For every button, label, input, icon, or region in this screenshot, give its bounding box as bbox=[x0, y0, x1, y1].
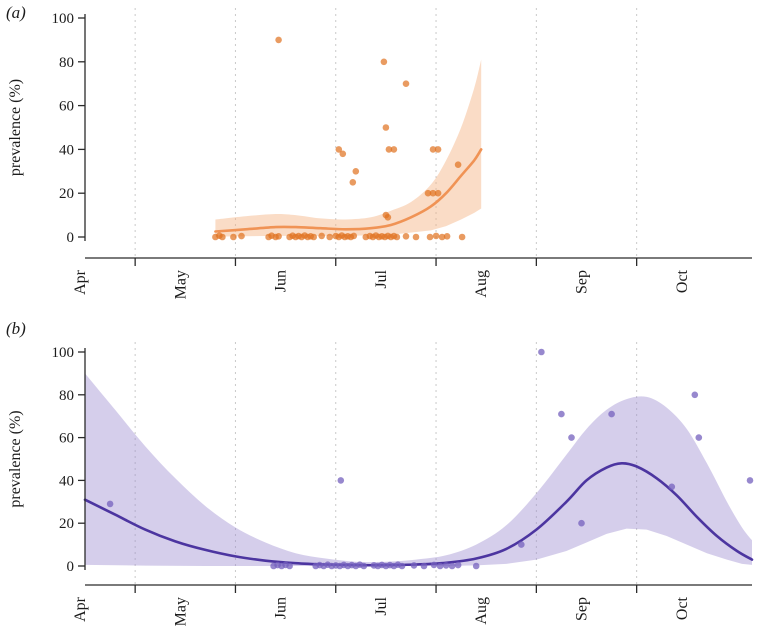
month-label: Oct bbox=[674, 269, 691, 293]
month-label: Jun bbox=[273, 597, 290, 619]
data-point bbox=[420, 562, 428, 570]
data-point bbox=[384, 214, 392, 221]
data-point bbox=[454, 561, 462, 569]
month-label: Oct bbox=[674, 596, 691, 620]
panel-a-chart: 0 20 40 60 80 100 Apr May Jun Jul Aug Sep Oct prevale… bbox=[6, 3, 752, 299]
data-point bbox=[238, 232, 245, 240]
y-tick-label: 20 bbox=[59, 516, 74, 532]
panel-b-chart: 0 20 40 60 80 100 Apr May Jun Jul Aug Sep Oct prevale… bbox=[6, 319, 754, 626]
month-label: Sep bbox=[574, 270, 591, 294]
data-point bbox=[518, 541, 525, 548]
y-tick-label: 0 bbox=[67, 230, 75, 246]
month-label: Aug bbox=[473, 270, 490, 298]
y-tick-label: 100 bbox=[52, 11, 75, 27]
data-point bbox=[695, 434, 703, 441]
data-point bbox=[410, 562, 418, 569]
data-point bbox=[393, 233, 401, 241]
y-tick-label: 80 bbox=[59, 55, 74, 71]
data-point bbox=[436, 562, 444, 570]
data-point bbox=[448, 562, 456, 570]
data-point bbox=[275, 233, 282, 240]
data-point bbox=[385, 146, 393, 153]
data-point bbox=[691, 391, 699, 399]
data-point bbox=[578, 519, 585, 527]
data-point bbox=[286, 562, 293, 570]
data-point bbox=[382, 124, 390, 131]
data-point bbox=[349, 179, 357, 186]
y-tick-label: 60 bbox=[59, 99, 74, 115]
data-point bbox=[106, 500, 114, 508]
data-point bbox=[390, 146, 398, 153]
y-tick-label: 40 bbox=[59, 473, 74, 489]
y-tick-label: 80 bbox=[59, 388, 74, 404]
data-point bbox=[558, 410, 565, 418]
data-point bbox=[438, 233, 446, 241]
data-point bbox=[568, 434, 575, 441]
panel-label: (a) bbox=[6, 3, 26, 22]
data-point bbox=[402, 233, 410, 240]
data-point bbox=[339, 150, 347, 158]
data-point bbox=[275, 36, 282, 44]
data-point bbox=[326, 233, 334, 241]
data-point bbox=[318, 232, 326, 240]
y-axis-label: prevalence (%) bbox=[7, 79, 24, 176]
data-point bbox=[429, 146, 437, 153]
y-tick-label: 40 bbox=[59, 142, 74, 158]
data-point bbox=[219, 233, 226, 241]
data-point bbox=[443, 233, 451, 240]
panel-label: (b) bbox=[6, 319, 26, 338]
data-point bbox=[429, 189, 437, 197]
fit-line bbox=[214, 148, 483, 233]
data-point bbox=[442, 562, 450, 569]
data-point bbox=[538, 348, 545, 356]
y-tick-label: 0 bbox=[67, 559, 75, 575]
data-point bbox=[746, 477, 754, 484]
data-point bbox=[472, 562, 480, 570]
data-point bbox=[426, 233, 434, 241]
data-point bbox=[432, 232, 440, 240]
data-point bbox=[402, 80, 410, 87]
month-label: Aug bbox=[473, 597, 490, 625]
month-label: Jul bbox=[373, 269, 390, 288]
y-tick-label: 20 bbox=[59, 186, 74, 202]
data-point bbox=[434, 189, 442, 197]
y-tick-label: 60 bbox=[59, 431, 74, 447]
confidence-band bbox=[85, 373, 752, 566]
data-point bbox=[458, 233, 466, 241]
data-point bbox=[434, 146, 442, 153]
data-point bbox=[335, 146, 343, 153]
month-label: Sep bbox=[574, 597, 591, 621]
data-point bbox=[352, 168, 360, 175]
month-label: Apr bbox=[72, 269, 89, 295]
month-label: Apr bbox=[72, 596, 89, 622]
data-point bbox=[350, 232, 358, 240]
data-point bbox=[360, 562, 368, 570]
month-label: Jul bbox=[373, 596, 390, 615]
data-point bbox=[412, 233, 420, 241]
confidence-band bbox=[215, 59, 482, 237]
data-point bbox=[608, 410, 615, 418]
month-label: May bbox=[172, 270, 189, 299]
data-point bbox=[380, 58, 388, 66]
data-point bbox=[398, 562, 406, 570]
month-label: May bbox=[172, 597, 189, 626]
y-axis-label: prevalence (%) bbox=[7, 410, 24, 507]
data-point bbox=[668, 483, 676, 491]
y-tick-label: 100 bbox=[52, 345, 75, 361]
data-point bbox=[310, 233, 318, 241]
data-point bbox=[230, 233, 237, 241]
data-point bbox=[454, 161, 462, 168]
data-point bbox=[337, 477, 345, 484]
data-point bbox=[424, 189, 432, 197]
month-label: Jun bbox=[273, 270, 290, 292]
data-point bbox=[430, 561, 438, 569]
